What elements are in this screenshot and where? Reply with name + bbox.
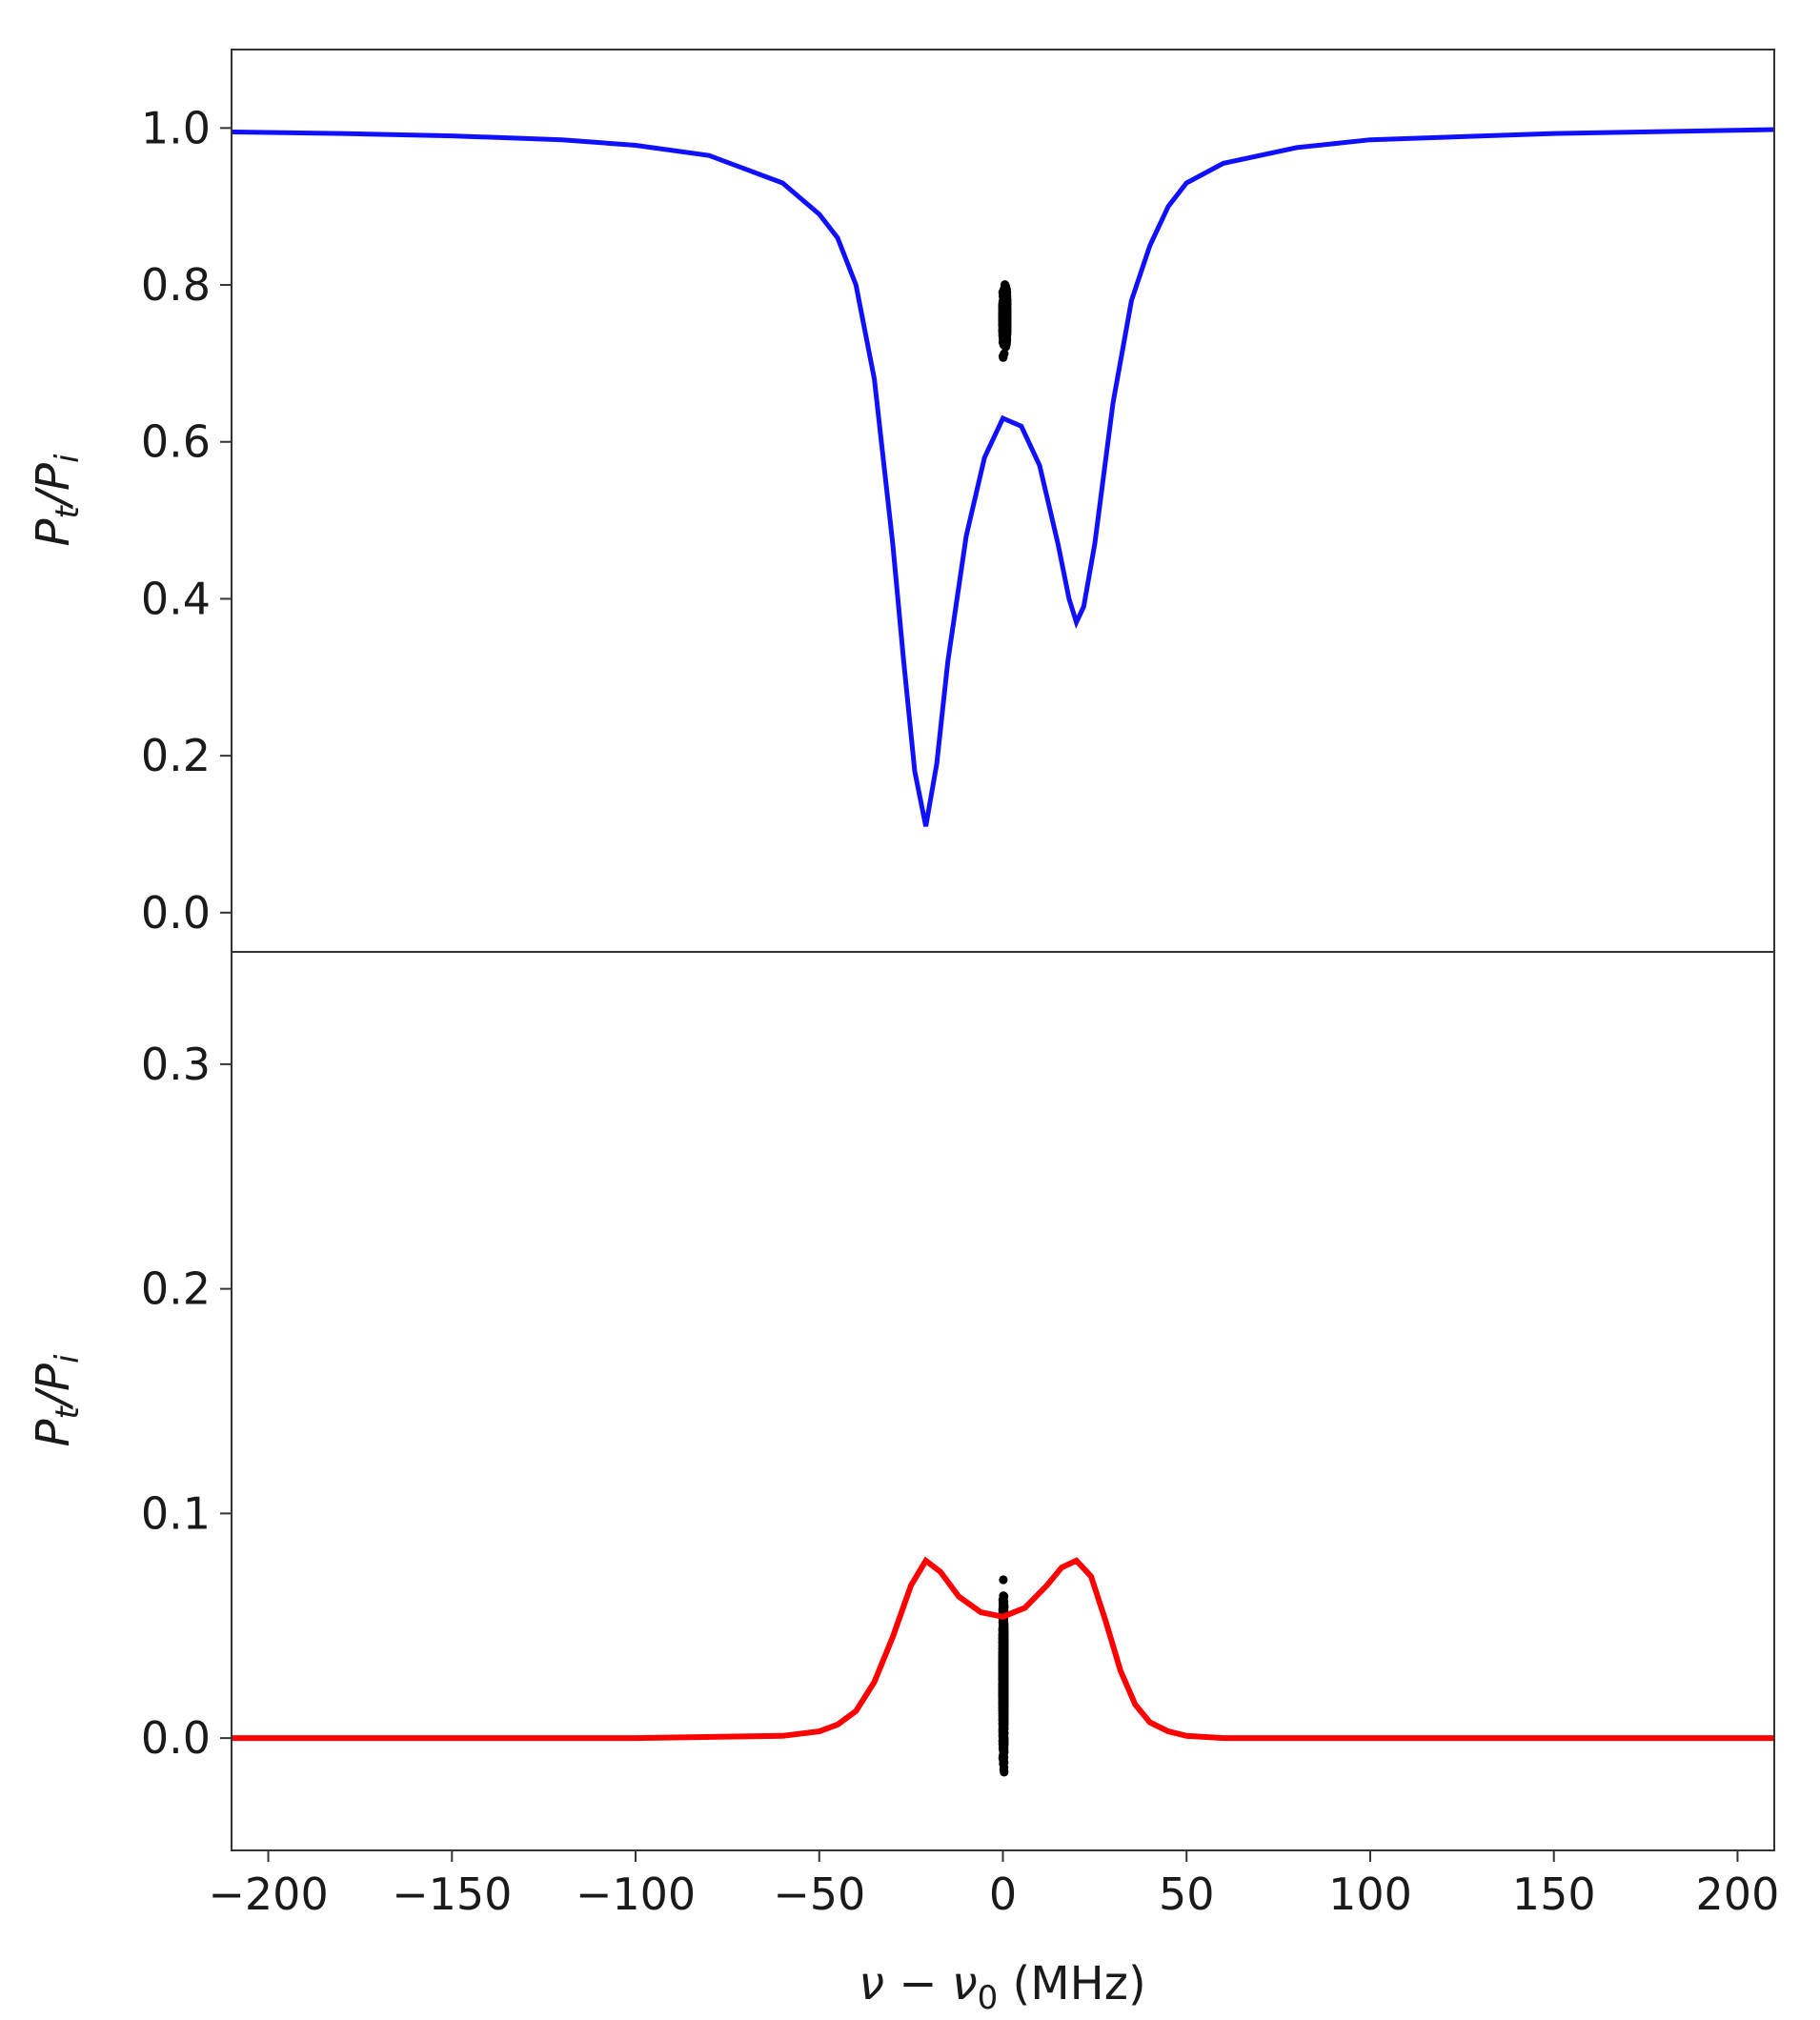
top-y-tick-label: 0.2	[141, 730, 211, 781]
top-y-ticks: 0.0 0.2 0.4 0.6 0.8 1.0	[141, 102, 232, 939]
top-y-tick-label: 1.0	[141, 102, 211, 153]
bottom-panel: 0.00.10.20.3 −200 −150 −100 −50 0 50 100 150 200	[141, 951, 1779, 1920]
top-data-point	[1002, 325, 1012, 334]
top-data-point	[1002, 312, 1012, 321]
top-y-tick-label: 0.0	[141, 887, 211, 939]
top-data-point	[1000, 349, 1009, 358]
top-data-points	[998, 280, 1012, 362]
top-y-tick-label: 0.8	[141, 259, 211, 311]
top-panel: 0.0 0.2 0.4 0.6 0.8 1.0	[141, 49, 1775, 953]
top-fit-line	[231, 127, 1775, 827]
top-y-tick-label: 0.6	[141, 416, 211, 468]
bottom-data-points	[998, 1575, 1009, 1777]
bottom-data-point	[999, 1575, 1008, 1585]
top-y-tick-label: 0.4	[141, 573, 211, 624]
